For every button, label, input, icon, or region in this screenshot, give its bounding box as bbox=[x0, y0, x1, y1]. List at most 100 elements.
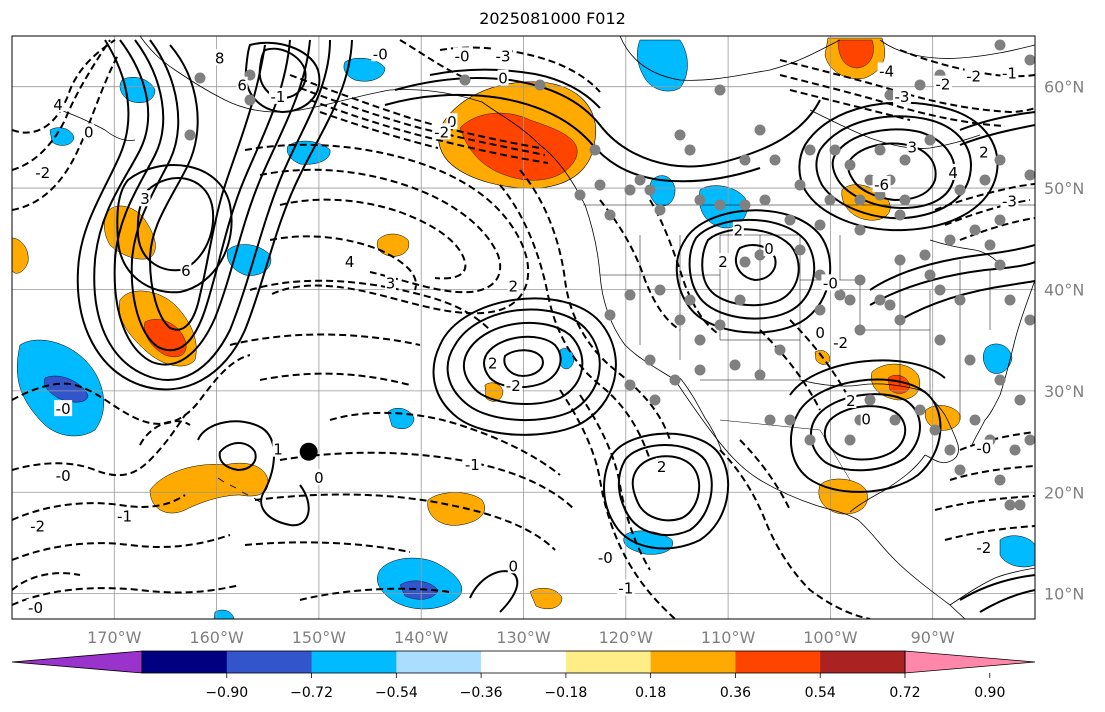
sig-dot bbox=[814, 304, 826, 316]
contour-label: -2 bbox=[506, 377, 521, 395]
contour-label: 3 bbox=[140, 190, 150, 208]
contour-label: -2 bbox=[935, 76, 950, 94]
anomaly-strong-alaska bbox=[837, 39, 874, 69]
sig-dot bbox=[764, 414, 776, 426]
contour-label: 0 bbox=[84, 123, 94, 141]
lon-label-2: 150°W bbox=[292, 628, 347, 647]
sig-dot bbox=[184, 129, 196, 141]
contour-label-bg bbox=[656, 457, 668, 474]
sig-dot bbox=[899, 154, 911, 166]
lon-label-1: 160°W bbox=[189, 628, 244, 647]
anomaly-positive-blob3 bbox=[484, 382, 504, 402]
sig-dot bbox=[914, 79, 926, 91]
sig-dot bbox=[714, 199, 726, 211]
colorbar-segment-0 bbox=[142, 651, 228, 673]
sig-dot bbox=[459, 74, 471, 86]
sig-dot bbox=[739, 199, 751, 211]
contour-label: -0 bbox=[598, 549, 613, 567]
contour-label: 0 bbox=[815, 324, 825, 342]
contour-label-bg bbox=[893, 87, 912, 104]
sig-dot bbox=[1009, 444, 1021, 456]
colorbar-tick-label-3: −0.36 bbox=[460, 685, 503, 701]
sig-dot bbox=[984, 239, 996, 251]
contour-label-bg bbox=[139, 190, 151, 207]
sig-dot bbox=[574, 189, 586, 201]
colorbar-tick-label-7: 0.54 bbox=[805, 685, 836, 701]
sig-dot bbox=[1014, 394, 1026, 406]
contour-label: -1 bbox=[618, 580, 633, 598]
sig-dot bbox=[534, 79, 546, 91]
sig-dot bbox=[944, 234, 956, 246]
contour-label: 2 bbox=[488, 354, 498, 372]
contour-label-bg bbox=[33, 163, 52, 180]
anomaly-negative-blob3 bbox=[983, 343, 1013, 374]
contour-label: 2 bbox=[718, 253, 728, 271]
contour-label: -3 bbox=[496, 47, 511, 65]
contour-label: -2 bbox=[833, 334, 848, 352]
sig-dot bbox=[964, 354, 976, 366]
contour-label: -1 bbox=[117, 508, 132, 526]
anomaly-positive-left bbox=[12, 237, 29, 274]
sig-dot bbox=[844, 294, 856, 306]
sig-dot bbox=[1024, 169, 1035, 181]
contours-positive bbox=[76, 39, 1035, 613]
sig-dot bbox=[654, 284, 666, 296]
colorbar-extend-low bbox=[11, 650, 143, 674]
contour-label: -2 bbox=[976, 539, 991, 557]
sig-dot bbox=[694, 194, 706, 206]
contour-label-bg bbox=[385, 274, 397, 291]
sig-dot bbox=[884, 89, 896, 101]
anomaly-negative-gulfak bbox=[286, 140, 331, 165]
sig-dot bbox=[694, 334, 706, 346]
sig-dot bbox=[899, 194, 911, 206]
sig-dot bbox=[669, 374, 681, 386]
contour-label: 6 bbox=[181, 262, 191, 280]
colorbar-tick-label-4: −0.18 bbox=[544, 685, 587, 701]
contour-label-bg bbox=[947, 163, 959, 180]
sig-dot bbox=[934, 284, 946, 296]
anomaly-negative-alaska bbox=[637, 39, 688, 92]
sig-dot bbox=[674, 129, 686, 141]
sig-dot bbox=[894, 209, 906, 221]
sig-dot bbox=[774, 344, 786, 356]
lat-label-1: 50°N bbox=[1044, 179, 1084, 198]
sig-dot bbox=[244, 94, 256, 106]
sig-dot bbox=[794, 244, 806, 256]
longitude-labels: 170°W 160°W 150°W 140°W 130°W 120°W 110°W 100°W… bbox=[87, 628, 955, 647]
contour-label: 8 bbox=[215, 49, 225, 67]
sig-dot bbox=[874, 294, 886, 306]
contour-label: -1 bbox=[1002, 65, 1017, 83]
contour-label: 0 bbox=[498, 70, 508, 88]
colorbar-labels: −0.90 −0.72 −0.54 −0.36 −0.18 0.18 0.36 0.54 0.7… bbox=[205, 673, 1005, 701]
contour-label-bg bbox=[860, 410, 872, 427]
sig-dot bbox=[684, 144, 696, 156]
sig-dot bbox=[844, 159, 856, 171]
contour-label-bg bbox=[1000, 192, 1019, 209]
contour-label-bg bbox=[974, 539, 993, 556]
sig-dot bbox=[769, 154, 781, 166]
contour-label-bg bbox=[763, 239, 775, 256]
sig-dot bbox=[804, 144, 816, 156]
contour-label-bg bbox=[463, 455, 482, 472]
sig-dot bbox=[829, 144, 841, 156]
latitude-labels: 60°N 50°N 40°N 30°N 20°N 10°N bbox=[1044, 78, 1084, 604]
colorbar-segment-8 bbox=[820, 651, 906, 673]
contour-label-bg bbox=[717, 253, 729, 270]
contour-label: 4 bbox=[53, 96, 63, 114]
sig-dot bbox=[864, 394, 876, 406]
contour-label-bg bbox=[214, 49, 226, 66]
lat-label-4: 20°N bbox=[1044, 483, 1084, 502]
sig-dot bbox=[794, 179, 806, 191]
colorbar bbox=[11, 650, 1036, 674]
significance-dots bbox=[184, 39, 1035, 511]
contour-label: -4 bbox=[879, 62, 894, 80]
contour-label-bg bbox=[504, 376, 523, 393]
contour-label-bg bbox=[616, 579, 635, 596]
contour-label: 6 bbox=[237, 77, 247, 95]
sig-dot bbox=[994, 214, 1006, 226]
shaded-anomalies bbox=[12, 37, 1035, 619]
sig-dot bbox=[889, 414, 901, 426]
contour-label: -2 bbox=[966, 68, 981, 86]
contour-label: -2 bbox=[434, 123, 449, 141]
sig-dot bbox=[994, 154, 1006, 166]
